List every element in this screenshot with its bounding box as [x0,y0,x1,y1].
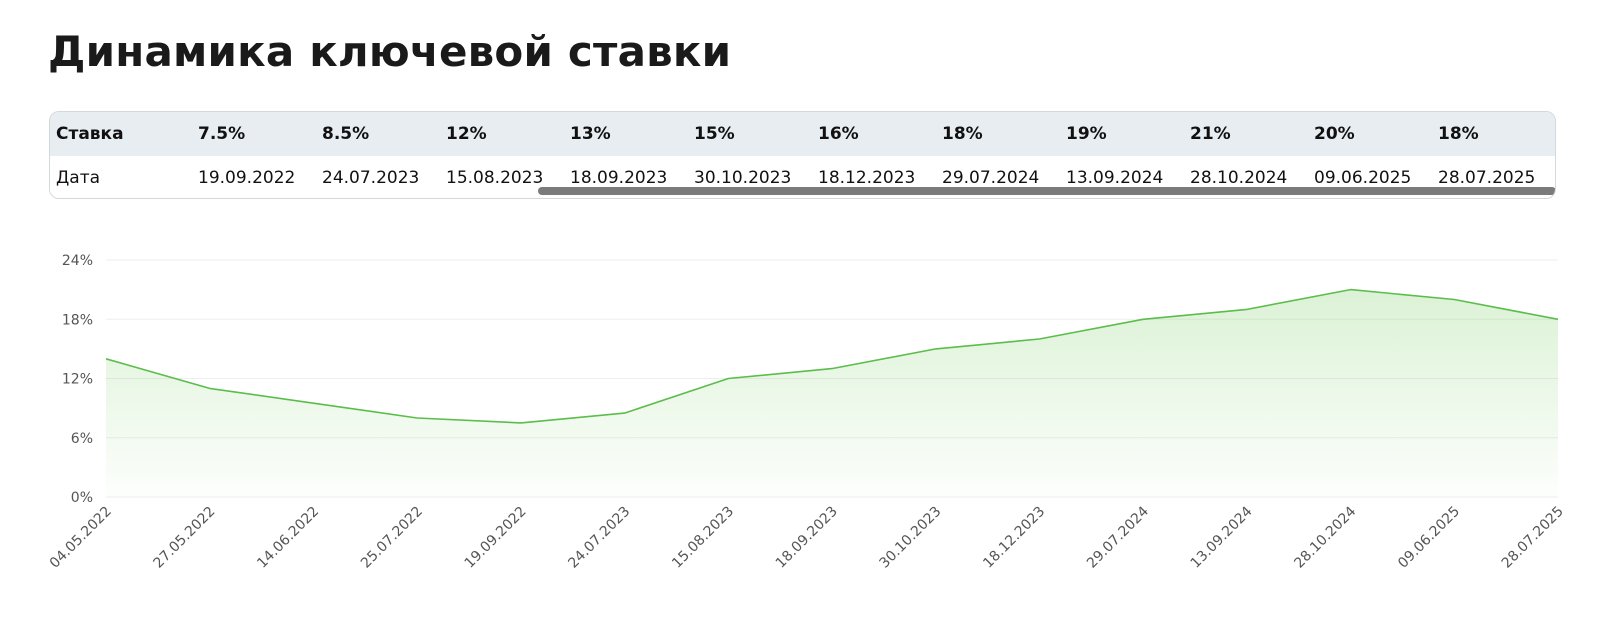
date-cell: 13.09.2024 [1066,168,1164,188]
x-tick-label: 04.05.2022 [47,504,115,572]
y-tick-label: 6% [71,431,93,447]
date-cell: 18.12.2023 [818,168,916,188]
rate-table[interactable]: Ставка 7.5% 8.5% 12% 13% 15% 16% 18% 19%… [49,111,1556,199]
rate-cell: 16% [818,124,859,144]
x-axis: 04.05.2022 27.05.2022 14.06.2022 25.07.2022… [47,503,1567,571]
rate-cell: 18% [1438,124,1479,144]
row-label-date: Дата [56,168,101,188]
x-tick-label: 25.07.2022 [358,504,426,572]
series-area [106,289,1558,497]
date-cell: 24.07.2023 [322,168,420,188]
x-tick-label: 09.06.2025 [1395,504,1463,572]
x-tick-label: 19.09.2022 [462,504,530,572]
x-tick-label: 18.09.2023 [773,504,841,572]
rate-cell: 8.5% [322,124,370,144]
date-cell: 28.07.2025 [1438,168,1536,188]
series-line [105,288,1559,424]
x-tick-label: 18.12.2023 [980,504,1048,572]
page-title: Динамика ключевой ставки [48,27,732,76]
date-cell: 09.06.2025 [1314,168,1412,188]
y-tick-label: 12% [62,372,93,388]
x-tick-label: 14.06.2022 [254,504,322,572]
x-tick-label: 30.10.2023 [877,504,945,572]
rate-cell: 19% [1066,124,1107,144]
date-cell: 18.09.2023 [570,168,668,188]
x-tick-label: 15.08.2023 [669,504,737,572]
rate-cell: 7.5% [198,124,246,144]
date-cell: 30.10.2023 [694,168,792,188]
rate-cell: 18% [942,124,983,144]
rate-cell: 13% [570,124,611,144]
date-cell: 28.10.2024 [1190,168,1288,188]
date-cell: 29.07.2024 [942,168,1040,188]
rate-cell: 12% [446,124,487,144]
y-axis: 0% 6% 12% 18% 24% [62,253,93,506]
x-tick-label: 29.07.2024 [1084,503,1152,571]
x-tick-label: 24.07.2023 [565,504,633,572]
date-cell: 15.08.2023 [446,168,544,188]
y-tick-label: 0% [71,490,93,506]
rate-cell: 21% [1190,124,1231,144]
x-tick-label: 27.05.2022 [151,504,219,572]
table-scrollbar-thumb[interactable] [538,187,1555,195]
date-cell: 19.09.2022 [198,168,296,188]
table-row-rate: Ставка 7.5% 8.5% 12% 13% 15% 16% 18% 19%… [50,112,1555,156]
x-tick-label: 13.09.2024 [1188,503,1256,571]
y-tick-label: 24% [62,253,93,269]
rate-cell: 15% [694,124,735,144]
x-tick-label: 28.10.2024 [1291,503,1359,571]
rate-cell: 20% [1314,124,1355,144]
x-tick-label: 28.07.2025 [1499,504,1567,572]
y-tick-label: 18% [62,312,93,328]
row-label-rate: Ставка [56,124,124,144]
